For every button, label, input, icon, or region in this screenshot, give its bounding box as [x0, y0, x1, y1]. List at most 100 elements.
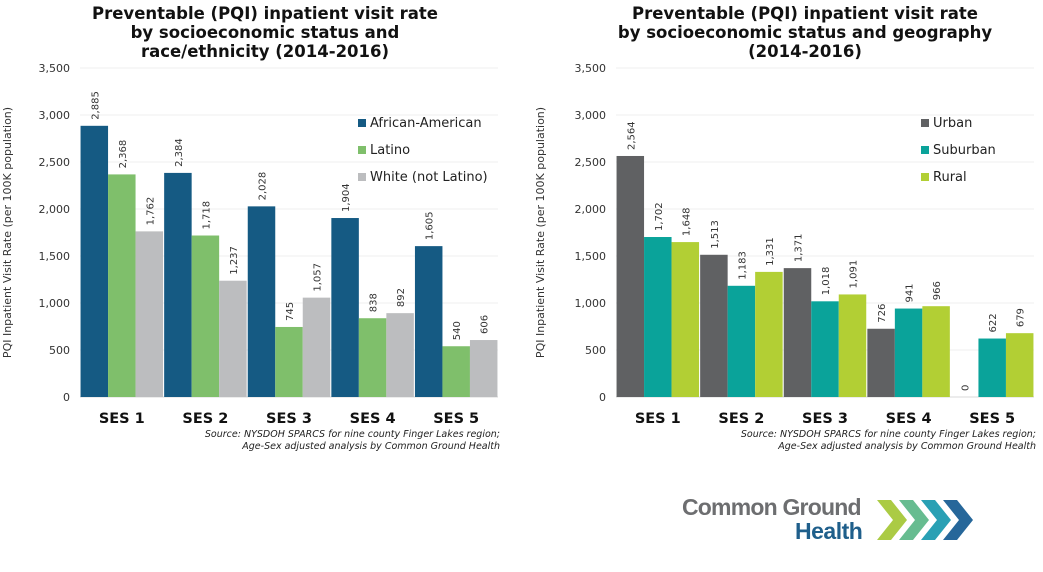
bar — [247, 206, 276, 397]
y-tick-label: 500 — [585, 344, 606, 357]
data-label: 0 — [961, 385, 972, 391]
chevron-arrows-icon — [877, 500, 973, 540]
legend-swatch — [921, 119, 929, 127]
bar — [442, 346, 470, 397]
data-label: 1,904 — [341, 183, 352, 212]
y-tick-label: 3,500 — [39, 62, 71, 75]
bar — [135, 231, 164, 397]
data-label: 1,605 — [425, 211, 436, 240]
chart-title-right: Preventable (PQI) inpatient visit rate b… — [617, 4, 993, 61]
legend-swatch — [921, 146, 929, 154]
legend-label: Latino — [370, 143, 410, 158]
data-label: 892 — [396, 288, 407, 307]
data-label: 1,702 — [654, 202, 665, 231]
data-label: 2,028 — [258, 172, 269, 201]
data-label: 1,091 — [849, 260, 860, 289]
x-tick-label: SES 5 — [433, 411, 479, 427]
bar — [838, 294, 867, 397]
legend-label: White (not Latino) — [370, 170, 488, 185]
y-tick-label: 500 — [49, 344, 70, 357]
bar — [867, 328, 895, 397]
data-label: 941 — [905, 283, 916, 302]
data-label: 2,564 — [626, 121, 637, 150]
bar — [783, 268, 812, 397]
x-tick-label: SES 2 — [182, 411, 228, 427]
y-tick-label: 0 — [599, 391, 606, 404]
data-label: 540 — [452, 321, 463, 340]
bar — [1005, 333, 1034, 397]
bar — [727, 285, 756, 397]
data-label: 1,762 — [145, 197, 156, 226]
bar — [671, 242, 700, 397]
source-note-right: Source: NYSDOH SPARCS for nine county Fi… — [740, 429, 1036, 452]
bar — [469, 340, 498, 397]
bar — [811, 301, 839, 397]
y-tick-label: 2,500 — [575, 156, 607, 169]
bar — [302, 297, 331, 397]
y-tick-label: 3,500 — [575, 62, 607, 75]
legend-swatch — [358, 119, 366, 127]
data-label: 1,057 — [313, 263, 324, 292]
legend-swatch — [358, 173, 366, 181]
legend-swatch — [921, 173, 929, 181]
y-axis-label: PQI Inpatient Visit Rate (per 100K popul… — [1, 107, 14, 358]
x-tick-label: SES 2 — [718, 411, 764, 427]
data-label: 1,648 — [681, 207, 692, 236]
bar — [386, 313, 414, 397]
bar — [275, 326, 303, 397]
bar — [358, 318, 387, 397]
data-label: 1,371 — [794, 233, 805, 262]
bar — [414, 246, 443, 397]
y-tick-label: 1,500 — [39, 250, 71, 263]
y-tick-label: 2,000 — [575, 203, 607, 216]
legend-label: Suburban — [933, 143, 996, 158]
data-label: 622 — [988, 313, 999, 332]
x-tick-label: SES 5 — [969, 411, 1015, 427]
chevron-shape — [921, 500, 951, 540]
legend-label: African-American — [370, 116, 482, 131]
data-label: 1,331 — [765, 237, 776, 266]
data-label: 2,885 — [90, 91, 101, 120]
y-tick-label: 3,000 — [39, 109, 71, 122]
y-tick-label: 3,000 — [575, 109, 607, 122]
bar — [219, 280, 247, 397]
x-tick-label: SES 1 — [99, 411, 145, 427]
data-label: 745 — [285, 302, 296, 321]
y-tick-label: 1,000 — [39, 297, 71, 310]
y-tick-label: 2,500 — [39, 156, 71, 169]
x-tick-label: SES 4 — [886, 411, 932, 427]
bar — [644, 237, 672, 397]
data-label: 1,018 — [821, 267, 832, 296]
data-label: 838 — [369, 293, 380, 312]
chevron-shape — [899, 500, 929, 540]
y-tick-label: 1,000 — [575, 297, 607, 310]
chart-race-ethnicity: 0 500 1,000 1,500 2,000 2,500 3,000 3,500 PQI In… — [1, 62, 498, 427]
bar — [80, 125, 109, 397]
bar — [978, 338, 1006, 397]
chart-title-left: Preventable (PQI) inpatient visit rate b… — [92, 4, 438, 61]
bar — [616, 155, 645, 397]
chevron-shape — [877, 500, 907, 540]
data-label: 2,384 — [174, 138, 185, 167]
y-axis-label: PQI Inpatient Visit Rate (per 100K popul… — [534, 107, 547, 358]
bar — [191, 235, 220, 397]
legend-label: Urban — [933, 116, 972, 131]
bar — [894, 308, 923, 397]
data-label: 1,513 — [710, 220, 721, 249]
data-label: 679 — [1016, 308, 1027, 327]
common-ground-health-logo: Common Ground Health — [682, 494, 992, 546]
logo-text-line1: Common Ground — [682, 494, 862, 520]
data-label: 1,237 — [229, 246, 240, 275]
data-label: 726 — [877, 304, 888, 323]
bar — [331, 218, 359, 397]
bar — [700, 254, 728, 397]
x-tick-label: SES 3 — [266, 411, 312, 427]
x-tick-label: SES 1 — [635, 411, 681, 427]
legend-swatch — [358, 146, 366, 154]
logo-text-line2: Health — [795, 518, 863, 544]
data-label: 606 — [480, 315, 491, 334]
chevron-shape — [943, 500, 973, 540]
data-label: 2,368 — [118, 140, 129, 169]
x-tick-label: SES 3 — [802, 411, 848, 427]
data-label: 1,183 — [737, 251, 748, 280]
